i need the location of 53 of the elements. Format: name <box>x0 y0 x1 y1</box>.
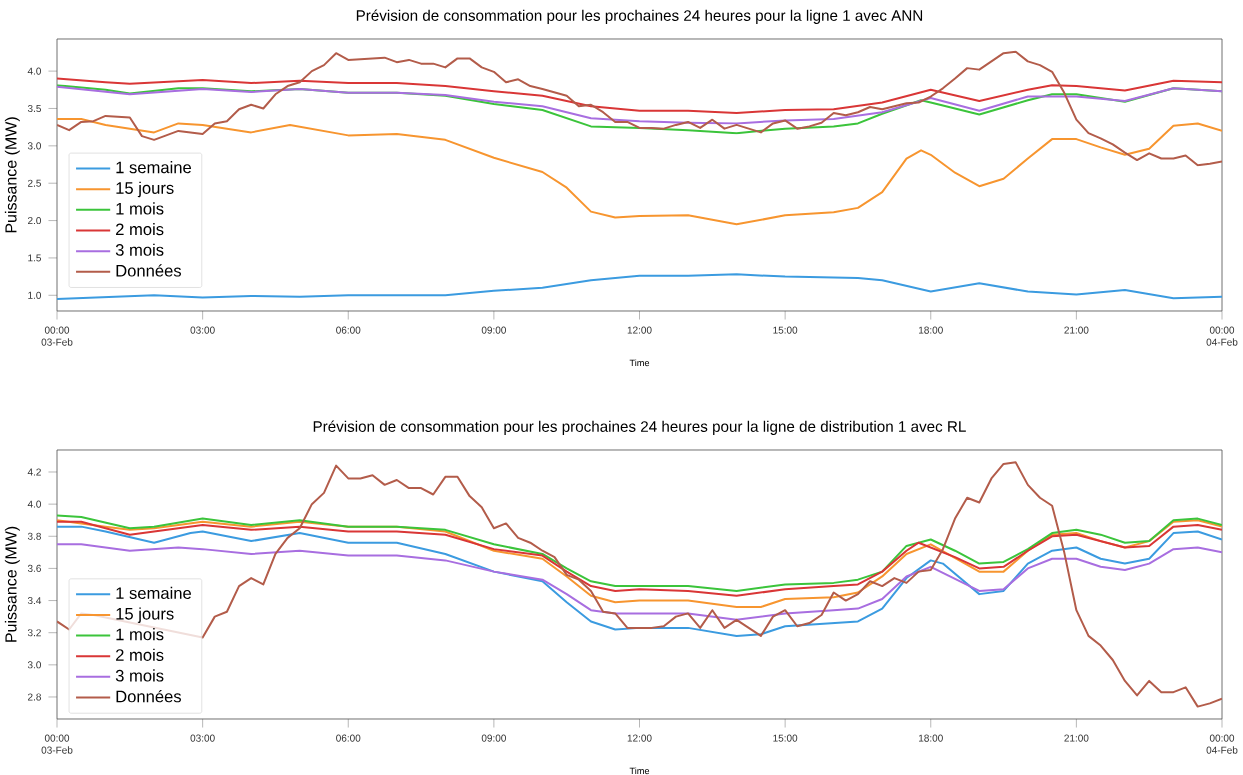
y-tick-label: 4.2 <box>27 468 41 476</box>
line-series <box>57 85 1222 125</box>
legend-label: 15 jours <box>116 181 174 198</box>
y-tick-label: 3.0 <box>27 661 42 669</box>
chart-title: Prévision de consommation pour les prochaines 24 heures pour la ligne 1 avec ANN <box>356 9 923 24</box>
x-tick-label: 00:00 03-Feb <box>41 734 73 754</box>
legend-label: Données <box>116 689 182 703</box>
y-axis-title: Puissance (MW) <box>4 526 20 642</box>
x-tick-label: 09:00 <box>481 734 506 742</box>
x-tick-label: 00:00 03-Feb <box>41 326 73 346</box>
x-tick-label: 00:00 04-Feb <box>1206 734 1238 754</box>
x-tick-label: 15:00 <box>773 326 798 334</box>
y-tick-label: 3.8 <box>27 532 41 540</box>
legend-label: 3 mois <box>115 669 164 682</box>
y-tick-label: 3.5 <box>27 104 41 113</box>
x-tick-label: 15:00 <box>773 734 798 742</box>
x-tick-label: 18:00 <box>918 326 943 334</box>
legend-label: 1 mois <box>116 628 164 641</box>
x-tick-label: 00:00 04-Feb <box>1206 326 1238 346</box>
legend-label: 15 jours <box>116 607 174 623</box>
y-tick-label: 1.0 <box>28 291 42 299</box>
y-tick-label: 2.5 <box>28 179 41 187</box>
y-tick-label: 1.5 <box>28 254 41 262</box>
y-tick-label: 3.6 <box>27 564 41 572</box>
legend-label: 2 mois <box>116 648 164 661</box>
legend-label: 1 mois <box>116 202 164 215</box>
legend-label: 2 mois <box>116 223 164 236</box>
y-axis-title: Puissance (MW) <box>4 117 20 233</box>
line-series <box>57 77 1222 114</box>
x-tick-label: 21:00 <box>1064 734 1089 742</box>
legend-label: 3 mois <box>115 243 164 256</box>
legend-label: 1 semaine <box>116 161 192 174</box>
legend-label: 1 semaine <box>116 586 192 600</box>
x-tick-label: 03:00 <box>190 326 215 334</box>
x-tick-label: 06:00 <box>336 326 361 334</box>
y-tick-label: 4.0 <box>27 500 42 508</box>
x-tick-label: 12:00 <box>627 326 652 334</box>
x-axis-title: Time <box>629 767 650 775</box>
x-axis-title: Time <box>629 359 650 367</box>
x-tick-label: 06:00 <box>336 734 361 742</box>
x-tick-label: 21:00 <box>1064 326 1089 334</box>
y-tick-label: 2.0 <box>28 217 42 225</box>
y-tick-label: 3.4 <box>27 597 42 605</box>
x-tick-label: 18:00 <box>918 734 943 742</box>
y-tick-label: 3.0 <box>27 142 42 150</box>
y-tick-label: 2.8 <box>28 693 41 701</box>
x-tick-label: 09:00 <box>481 326 506 334</box>
x-tick-label: 12:00 <box>627 734 652 742</box>
legend-label: Données <box>116 264 182 277</box>
y-tick-label: 3.2 <box>27 629 41 637</box>
y-tick-label: 4.0 <box>27 67 42 75</box>
chart-title: Prévision de consommation pour les prochaines 24 heures pour la ligne de distribution 1 avec RL <box>313 420 966 435</box>
x-tick-label: 03:00 <box>190 734 215 742</box>
